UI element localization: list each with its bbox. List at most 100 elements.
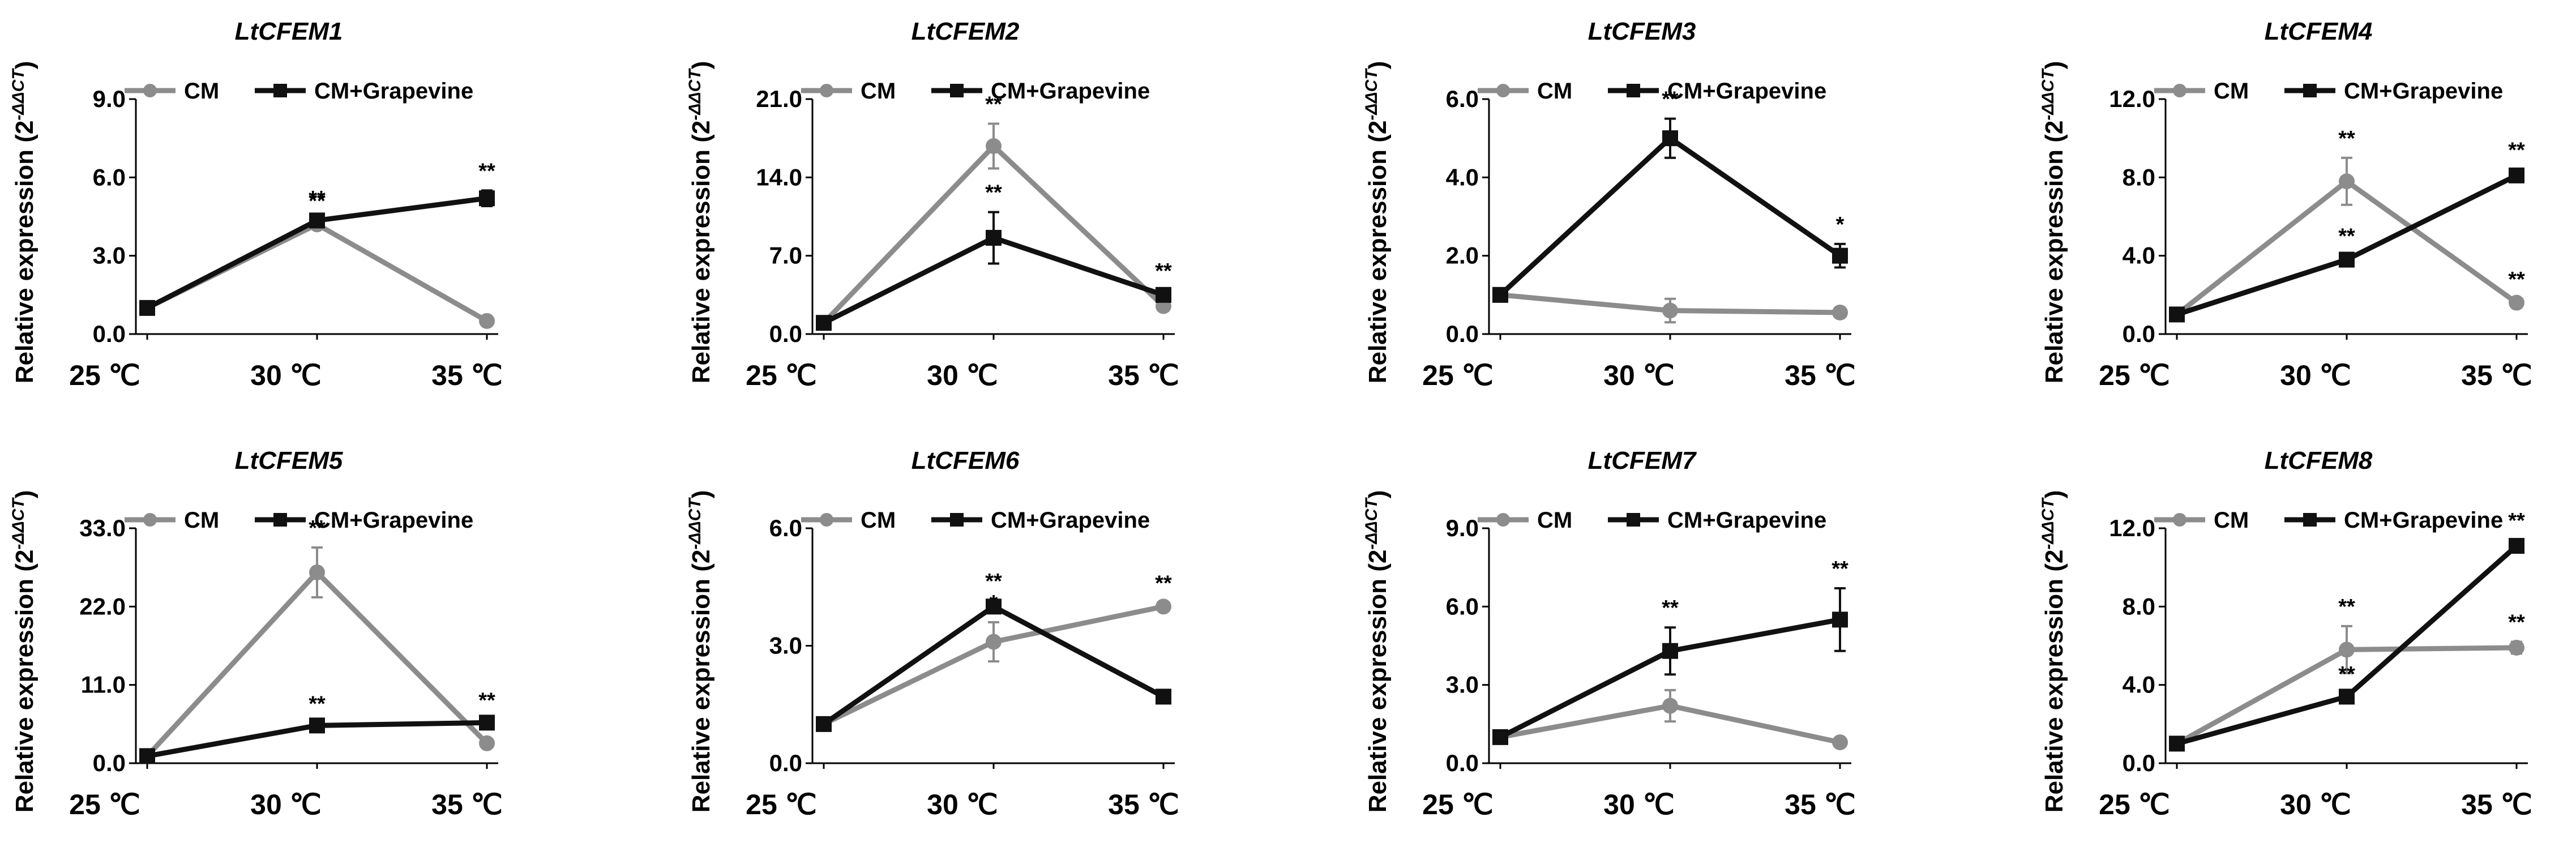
x-tick-label: 35 ℃ [2461, 360, 2532, 391]
y-tick-label: 6.0 [769, 515, 802, 541]
data-point-cm-grapevine [2339, 251, 2355, 268]
y-tick-label: 0.0 [769, 750, 802, 776]
significance-cm: ** [2508, 611, 2525, 635]
data-point-cm-grapevine [1492, 729, 1508, 745]
x-tick-label: 30 ℃ [927, 789, 998, 820]
x-tick-label: 30 ℃ [250, 789, 322, 820]
data-point-cm-grapevine [309, 717, 325, 734]
y-tick-label: 0.0 [1446, 320, 1479, 347]
x-tick-label: 35 ℃ [2461, 789, 2532, 820]
x-tick-label: 30 ℃ [250, 360, 322, 391]
panel-2: LtCFEM2 Relative expression (2-ΔΔCT) 0.0 7.… [686, 18, 1179, 391]
legend: CM CM+Grapevine [801, 79, 1150, 104]
x-tick-label: 35 ℃ [1108, 789, 1179, 820]
legend: CM CM+Grapevine [1478, 508, 1826, 533]
y-tick-label: 11.0 [81, 671, 126, 698]
legend: CM CM+Grapevine [125, 508, 473, 533]
y-tick-label: 2.0 [1446, 242, 1479, 269]
legend-label-cm-grapevine: CM+Grapevine [314, 508, 473, 533]
significance-cm-grapevine: ** [2508, 139, 2525, 162]
panel-title: LtCFEM2 [912, 18, 1020, 45]
data-point-cm [309, 564, 325, 580]
legend-label-cm: CM [2214, 79, 2249, 104]
panel-title: LtCFEM6 [912, 447, 1020, 474]
significance-cm: ** [2338, 127, 2355, 151]
legend-marker-cm-grapevine [1627, 84, 1640, 97]
x-tick-label: 35 ℃ [431, 360, 503, 391]
panel-title: LtCFEM4 [2265, 18, 2373, 45]
significance-cm-grapevine: ** [1155, 259, 1172, 283]
y-tick-label: 0.0 [2123, 750, 2155, 776]
legend-marker-cm [1496, 84, 1510, 97]
significance-cm: ** [2338, 595, 2355, 619]
legend-marker-cm-grapevine [950, 84, 964, 97]
y-axis-label: Relative expression (2-ΔΔCT) [686, 490, 715, 813]
y-axis-label: Relative expression (2-ΔΔCT) [1362, 490, 1392, 813]
x-tick-label: 35 ℃ [1785, 360, 1856, 391]
y-tick-label: 12.0 [2109, 85, 2155, 112]
x-tick-label: 25 ℃ [69, 360, 140, 391]
data-point-cm [2509, 294, 2524, 311]
significance-cm-grapevine: ** [478, 688, 495, 712]
legend: CM CM+Grapevine [2154, 508, 2503, 533]
significance-cm-grapevine: ** [1832, 557, 1848, 581]
data-point-cm [479, 735, 495, 751]
legend-marker-cm-grapevine [2303, 84, 2317, 97]
x-tick-label: 35 ℃ [1785, 789, 1856, 820]
data-point-cm-grapevine [1156, 286, 1171, 303]
panel-title: LtCFEM8 [2265, 447, 2373, 474]
y-tick-label: 6.0 [1446, 85, 1479, 112]
y-tick-label: 4.0 [2123, 671, 2155, 698]
significance-cm-grapevine: ** [1662, 88, 1679, 112]
data-point-cm [2509, 639, 2524, 656]
significance-cm: ** [2508, 268, 2525, 292]
legend-marker-cm [143, 513, 157, 527]
x-tick-label: 35 ℃ [431, 789, 503, 820]
x-tick-label: 25 ℃ [69, 789, 140, 820]
legend: CM CM+Grapevine [1478, 79, 1826, 104]
panel-title: LtCFEM7 [1588, 447, 1697, 474]
legend-label-cm: CM [861, 508, 896, 533]
x-tick-label: 30 ℃ [2280, 789, 2351, 820]
panel-4: LtCFEM4 Relative expression (2-ΔΔCT) 0.0 4.… [2039, 18, 2532, 391]
data-point-cm-grapevine [309, 212, 325, 229]
y-tick-label: 22.0 [79, 593, 126, 619]
legend-marker-cm [143, 84, 157, 97]
y-tick-label: 9.0 [93, 85, 126, 112]
legend-marker-cm-grapevine [273, 84, 287, 97]
legend-label-cm: CM [1537, 79, 1572, 104]
y-tick-label: 0.0 [769, 320, 802, 347]
significance-cm: ** [985, 92, 1002, 116]
legend-label-cm-grapevine: CM+Grapevine [991, 79, 1150, 104]
legend: CM CM+Grapevine [125, 79, 473, 104]
data-point-cm-grapevine [2509, 538, 2524, 554]
legend-marker-cm [2173, 513, 2186, 527]
y-tick-label: 0.0 [93, 320, 126, 347]
y-tick-label: 0.0 [93, 750, 126, 776]
panel-title: LtCFEM5 [235, 447, 343, 474]
series-line-cm-grapevine [1498, 135, 1842, 297]
data-point-cm-grapevine [986, 230, 1002, 246]
legend-marker-cm-grapevine [950, 513, 964, 527]
significance-cm-grapevine: ** [1662, 596, 1679, 620]
legend-label-cm-grapevine: CM+Grapevine [2344, 508, 2503, 533]
legend-label-cm: CM [1537, 508, 1572, 533]
significance-cm-grapevine: ** [2338, 225, 2355, 249]
data-point-cm [1662, 302, 1678, 319]
panel-title: LtCFEM3 [1588, 18, 1696, 45]
x-tick-label: 25 ℃ [746, 789, 817, 820]
x-tick-label: 25 ℃ [746, 360, 817, 391]
data-point-cm-grapevine [1156, 688, 1171, 705]
data-point-cm-grapevine [1492, 286, 1508, 303]
legend-label-cm-grapevine: CM+Grapevine [1667, 508, 1826, 533]
y-tick-label: 4.0 [1446, 164, 1479, 190]
series-line-cm [146, 221, 489, 323]
legend-label-cm: CM [2214, 508, 2249, 533]
data-point-cm [986, 138, 1002, 154]
legend-label-cm-grapevine: CM+Grapevine [314, 79, 473, 104]
panel-7: LtCFEM7 Relative expression (2-ΔΔCT) 0.0 3.… [1362, 447, 1856, 820]
y-tick-label: 14.0 [756, 164, 802, 190]
legend-marker-cm [820, 84, 833, 97]
y-axis-label: Relative expression (2-ΔΔCT) [2039, 490, 2068, 813]
y-tick-label: 8.0 [2123, 593, 2155, 619]
